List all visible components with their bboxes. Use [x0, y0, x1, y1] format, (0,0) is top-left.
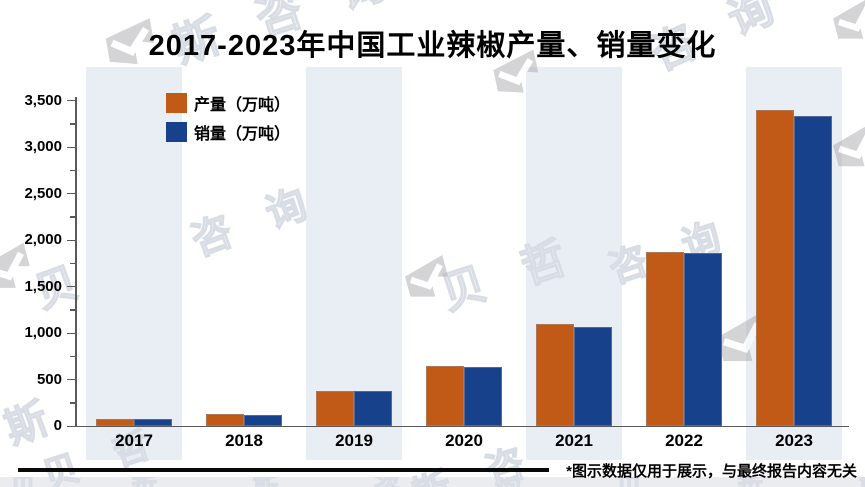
y-axis-major-tick	[67, 286, 75, 288]
brand-logo-icon	[487, 47, 546, 106]
bar-sales-2018	[244, 414, 282, 426]
y-axis-major-tick	[67, 100, 75, 102]
y-axis-label: 3,000	[24, 138, 62, 155]
y-axis-label: 2,000	[24, 231, 62, 248]
watermark-text: 贝 哲 斯 咨 询 贝 哲 斯 咨 询 贝 哲 斯 咨 询 贝 哲 斯 咨 询	[9, 477, 865, 487]
y-axis-minor-tick	[70, 355, 75, 358]
y-axis-minor-tick	[70, 216, 75, 218]
production-color-swatch	[166, 92, 187, 113]
y-axis-minor-tick	[70, 309, 75, 311]
x-axis-label-2022: 2022	[665, 431, 703, 450]
y-axis-label: 3,500	[24, 91, 62, 109]
legend-label-production: 产量（万吨）	[194, 96, 291, 114]
x-axis-label-2020: 2020	[445, 431, 483, 450]
bar-sales-2020	[464, 366, 502, 426]
y-axis-label: 1,500	[24, 277, 62, 295]
y-axis-major-tick	[67, 379, 75, 381]
y-axis-major-tick	[67, 425, 75, 427]
footer-divider-line	[18, 468, 549, 472]
y-axis-major-tick	[67, 332, 75, 334]
y-axis-minor-tick	[70, 169, 75, 172]
y-axis-line	[75, 97, 77, 427]
brand-logo-icon	[826, 120, 865, 181]
legend-label-sales: 销量（万吨）	[194, 125, 291, 143]
legend: 产量（万吨） 销量（万吨）	[166, 88, 290, 146]
y-axis-minor-tick	[70, 262, 75, 265]
brand-logo-icon	[399, 253, 458, 312]
y-axis-label: 0	[53, 417, 62, 434]
y-axis-major-tick	[67, 239, 75, 241]
bar-production-2017	[96, 419, 134, 426]
y-axis-minor-tick	[70, 402, 75, 404]
brand-logo-icon	[827, 0, 865, 53]
x-axis-label-2017: 2017	[115, 431, 153, 450]
bar-sales-2019	[354, 390, 392, 426]
x-axis-label-2021: 2021	[555, 431, 593, 450]
bottom-watermark-strip: 贝 哲 斯 咨 询 贝 哲 斯 咨 询 贝 哲 斯 咨 询 贝 哲 斯 咨 询	[0, 477, 865, 487]
y-axis-label: 2,500	[24, 184, 62, 202]
y-axis-label: 500	[36, 370, 62, 388]
x-axis-label-2018: 2018	[225, 431, 263, 450]
bar-production-2020	[426, 366, 464, 426]
legend-item-production: 产量（万吨）	[166, 88, 290, 117]
bar-sales-2022	[684, 253, 722, 426]
brand-logo-icon	[710, 310, 779, 379]
bar-production-2018	[206, 414, 244, 426]
brand-logo-icon	[0, 240, 40, 304]
bar-production-2021	[536, 323, 574, 426]
disclaimer-note: *图示数据仅用于展示，与最终报告内容无关	[566, 463, 857, 480]
bar-production-2022	[646, 252, 684, 426]
bar-production-2019	[316, 390, 354, 426]
x-axis-line	[75, 425, 849, 428]
bar-sales-2021	[574, 326, 612, 426]
y-axis-minor-tick	[70, 123, 75, 125]
legend-item-sales: 销量（万吨）	[166, 117, 290, 146]
y-axis-label: 1,000	[24, 324, 62, 341]
bar-production-2023	[756, 109, 794, 426]
x-axis-label-2023: 2023	[775, 431, 813, 450]
x-axis-label-2019: 2019	[335, 431, 373, 450]
bar-sales-2023	[794, 116, 832, 426]
sales-color-swatch	[166, 121, 187, 142]
brand-logo-icon	[100, 16, 163, 79]
chart-title: 2017-2023年中国工业辣椒产量、销量变化	[148, 30, 717, 62]
y-axis-major-tick	[67, 193, 75, 195]
y-axis-major-tick	[67, 146, 75, 148]
